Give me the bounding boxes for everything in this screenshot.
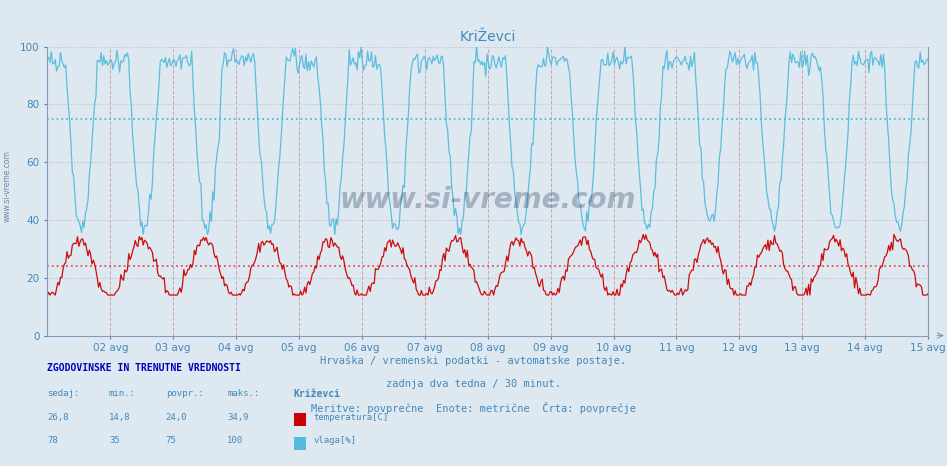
- Text: vlaga[%]: vlaga[%]: [313, 436, 356, 445]
- Text: temperatura[C]: temperatura[C]: [313, 412, 388, 422]
- Text: www.si-vreme.com: www.si-vreme.com: [3, 151, 12, 222]
- Text: 24,0: 24,0: [166, 412, 188, 422]
- Text: Hrvaška / vremenski podatki - avtomatske postaje.: Hrvaška / vremenski podatki - avtomatske…: [320, 356, 627, 366]
- Text: 78: 78: [47, 436, 58, 445]
- Title: KriŽevci: KriŽevci: [459, 30, 516, 44]
- Text: 75: 75: [166, 436, 176, 445]
- Text: Meritve: povprečne  Enote: metrične  Črta: povprečje: Meritve: povprečne Enote: metrične Črta:…: [311, 402, 636, 414]
- Text: 100: 100: [227, 436, 243, 445]
- Text: sedaj:: sedaj:: [47, 389, 80, 398]
- Text: min.:: min.:: [109, 389, 135, 398]
- Text: 26,8: 26,8: [47, 412, 69, 422]
- Text: 35: 35: [109, 436, 119, 445]
- Text: 34,9: 34,9: [227, 412, 249, 422]
- Text: zadnja dva tedna / 30 minut.: zadnja dva tedna / 30 minut.: [386, 379, 561, 390]
- Text: ZGODOVINSKE IN TRENUTNE VREDNOSTI: ZGODOVINSKE IN TRENUTNE VREDNOSTI: [47, 363, 241, 373]
- Text: 14,8: 14,8: [109, 412, 131, 422]
- Text: www.si-vreme.com: www.si-vreme.com: [339, 186, 636, 214]
- Text: maks.:: maks.:: [227, 389, 259, 398]
- Text: Križevci: Križevci: [294, 389, 341, 399]
- Text: povpr.:: povpr.:: [166, 389, 204, 398]
